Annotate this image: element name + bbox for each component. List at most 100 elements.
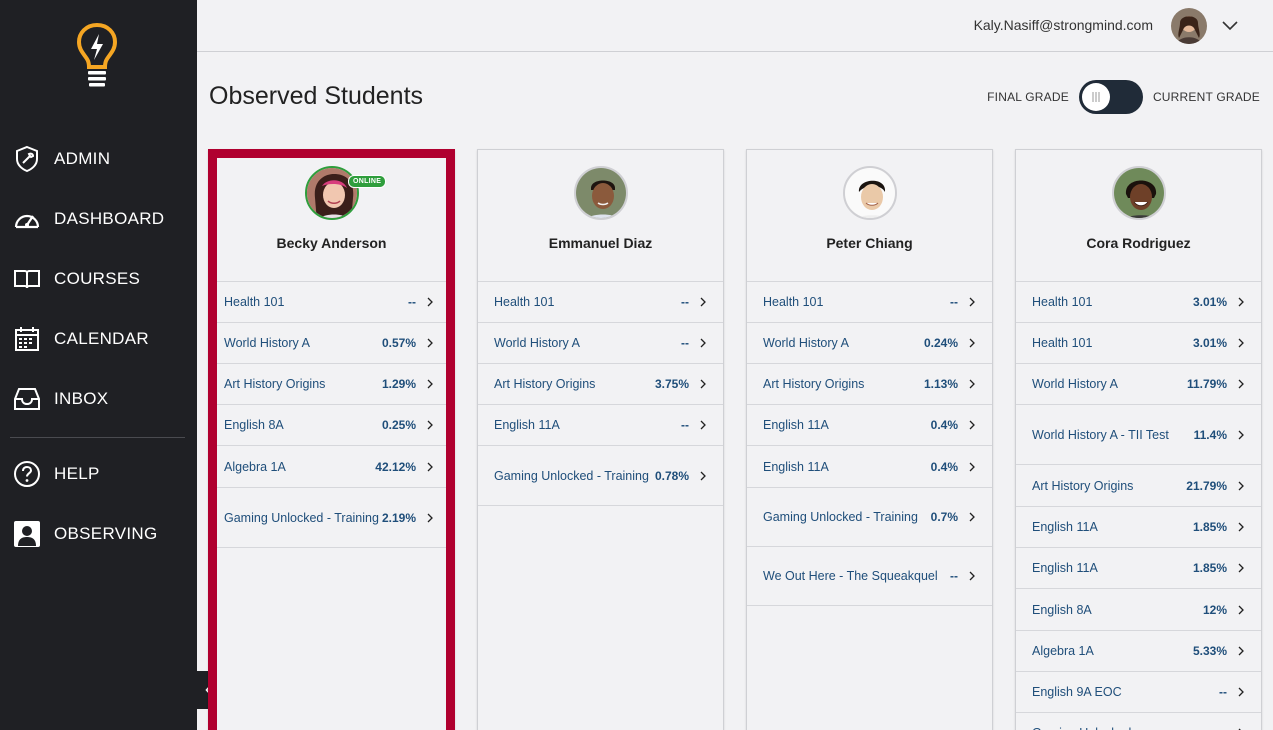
user-email[interactable]: Kaly.Nasiff@strongmind.com [973,17,1153,33]
chevron-right-icon [1238,379,1244,389]
grade-switch[interactable] [1078,80,1143,114]
nav-label-courses: COURSES [54,269,141,288]
course-grade: 0.25% [381,418,416,432]
course-row[interactable]: Gaming Unlocked - Training 0.78% [478,446,723,506]
course-name: Health 101 [1032,336,1093,350]
course-row[interactable]: English 11A 1.85% [1016,548,1261,589]
course-row[interactable]: English 8A 12% [1016,589,1261,631]
student-card[interactable]: Emmanuel Diaz Health 101 -- World History … [477,149,724,730]
course-list: Health 101 -- World History A 0.24% Art Hist… [747,282,992,606]
course-row[interactable]: We Out Here - The Squeakquel -- [747,547,992,606]
grip-lines-icon [1092,92,1100,102]
student-avatar [842,166,897,220]
student-name[interactable]: Peter Chiang [826,235,913,251]
student-name[interactable]: Becky Anderson [276,235,387,251]
course-row[interactable]: English 11A -- [478,405,723,446]
course-row[interactable]: English 11A 1.85% [1016,507,1261,548]
chevron-right-icon [427,297,433,307]
page-title: Observed Students [209,82,424,110]
chevron-right-icon [700,379,706,389]
nav-item-courses[interactable]: COURSES [0,257,197,301]
nav-item-observing[interactable]: OBSERVING [0,512,197,556]
nav-item-admin[interactable]: ADMIN [0,137,197,181]
course-name: Health 101 [1032,295,1093,309]
gauge-icon [12,204,42,234]
course-row[interactable]: English 11A 0.4% [747,405,992,446]
final-grade-label: FINAL GRADE [987,90,1069,104]
chevron-right-icon [969,571,975,581]
course-name: Art History Origins [494,377,596,391]
course-name: Art History Origins [224,377,326,391]
course-row[interactable]: World History A - TII Test 11.4% [1016,405,1261,465]
nav-label-inbox: INBOX [54,389,109,408]
course-row[interactable]: Health 101 3.01% [1016,282,1261,323]
lightbulb-logo-icon[interactable] [76,22,118,88]
student-name[interactable]: Cora Rodriguez [1086,235,1191,251]
course-grade: 0.57% [381,336,416,350]
student-card[interactable]: Peter Chiang Health 101 -- World History A… [746,149,993,730]
course-grade: -- [1219,685,1227,699]
course-row[interactable]: World History A 11.79% [1016,364,1261,405]
course-row[interactable]: Art History Origins 1.29% [217,364,446,405]
course-row[interactable]: Art History Origins 1.13% [747,364,992,405]
student-name[interactable]: Emmanuel Diaz [548,235,653,251]
grade-toggle: FINAL GRADE CURRENT GRADE [987,80,1260,114]
student-card[interactable]: ONLINE Becky Anderson Health 101 -- World … [208,149,455,730]
course-grade: 1.85% [1192,520,1227,534]
student-avatar [304,166,359,220]
nav-item-help[interactable]: HELP [0,452,197,496]
course-row[interactable]: Algebra 1A 42.12% [217,446,446,488]
switch-knob[interactable] [1081,83,1110,111]
inbox-tray-icon [12,384,42,414]
course-name: Gaming Unlocked - Training [494,468,649,483]
course-row[interactable]: Algebra 1A 5.33% [1016,631,1261,672]
course-grade: 0.24% [923,336,958,350]
nav-item-calendar[interactable]: CALENDAR [0,317,197,361]
course-grade: -- [681,418,689,432]
course-row[interactable]: English 9A EOC -- [1016,672,1261,713]
course-row[interactable]: Health 101 -- [478,282,723,323]
course-row[interactable]: Art History Origins 3.75% [478,364,723,405]
course-grade: -- [408,295,416,309]
course-grade: 3.75% [654,377,689,391]
course-grade: 42.12% [375,459,416,474]
student-card[interactable]: Cora Rodriguez Health 101 3.01% Health 101… [1015,149,1262,730]
course-grade: 3.01% [1192,295,1227,309]
course-row[interactable]: English 11A 0.4% [747,446,992,488]
chevron-right-icon [969,512,975,522]
nav-item-inbox[interactable]: INBOX [0,377,197,421]
course-row[interactable]: World History A 0.24% [747,323,992,364]
course-grade: -- [950,569,958,583]
chevron-right-icon [1238,338,1244,348]
chevron-right-icon [1238,297,1244,307]
chevron-right-icon [427,338,433,348]
chevron-right-icon [1238,430,1244,439]
user-avatar[interactable] [1171,8,1207,44]
person-badge-icon [12,519,42,549]
course-name: World History A [763,336,849,350]
course-row[interactable]: Gaming Unlocked - Training 2.19% [217,488,446,548]
chevron-down-icon[interactable] [1221,16,1239,34]
course-name: Health 101 [494,295,555,309]
course-grade: 1.29% [381,377,416,391]
nav-label-admin: ADMIN [54,149,111,168]
course-grade: 0.78% [654,468,689,483]
sidebar: ADMIN DASHBOARD COURSES CALENDAR INBOX H… [0,0,197,730]
course-row[interactable]: Health 101 -- [217,282,446,323]
course-grade: 0.4% [930,459,958,474]
course-row[interactable]: Gaming Unlocked - Training 0.7% [747,488,992,547]
nav-item-dashboard[interactable]: DASHBOARD [0,197,197,241]
chevron-right-icon [427,379,433,389]
course-grade: 0.4% [930,418,958,432]
chevron-right-icon [1238,563,1244,573]
chevron-right-icon [969,338,975,348]
course-row[interactable]: World History A 0.57% [217,323,446,364]
course-row[interactable]: Health 101 3.01% [1016,323,1261,364]
course-row[interactable]: Health 101 -- [747,282,992,323]
course-row[interactable]: World History A -- [478,323,723,364]
course-row[interactable]: Gaming Unlocked [1016,713,1261,730]
course-name: Health 101 [224,295,285,309]
chevron-right-icon [1238,646,1244,656]
course-row[interactable]: Art History Origins 21.79% [1016,465,1261,507]
course-row[interactable]: English 8A 0.25% [217,405,446,446]
